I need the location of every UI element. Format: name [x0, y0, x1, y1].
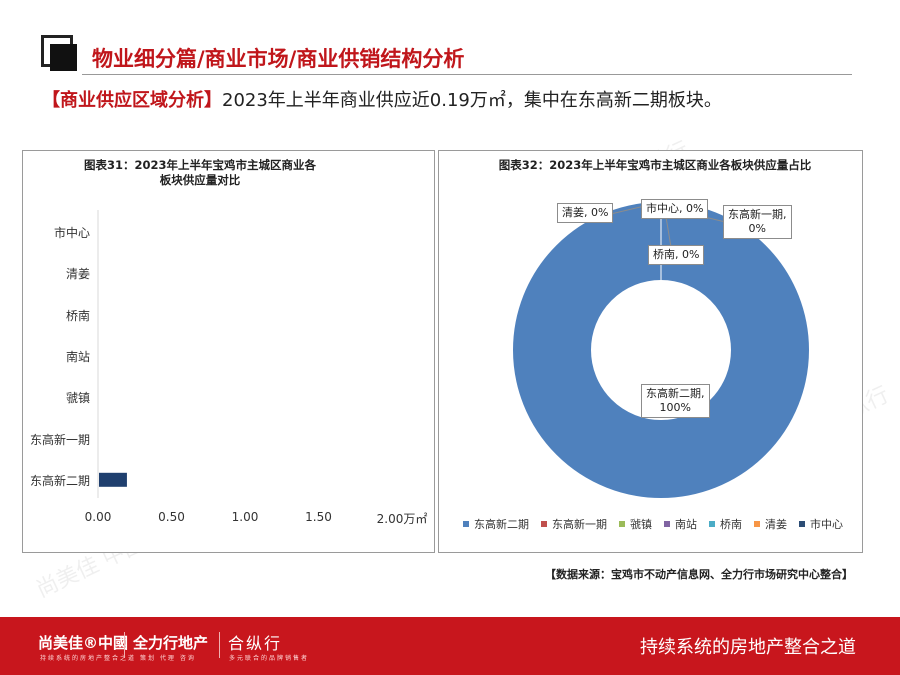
legend-label: 虢镇: [630, 518, 652, 531]
footer-brand-hezongxing: 合纵行: [228, 634, 283, 653]
donut-legend-item: 南站: [664, 516, 697, 532]
footer-brand-shangmeijia-sub: 持续系统的房地产整合之道: [40, 655, 137, 662]
bar-chart-x-tick: 2.00万㎡: [376, 512, 428, 526]
footer-slogan: 持续系统的房地产整合之道: [640, 637, 856, 658]
donut-legend: 东高新二期 东高新一期 虢镇 南站 桥南 清姜 市中心: [463, 516, 843, 532]
bar-chart-y-tick: 市中心: [53, 226, 90, 240]
bar-chart-title: 图表31：2023年上半年宝鸡市主城区商业各板块供应量对比: [83, 158, 316, 187]
legend-swatch: [754, 521, 760, 527]
footer-brand-shangmeijia: 尚美佳®中國: [38, 634, 129, 652]
bar-chart-y-tick: 南站: [65, 349, 90, 364]
bar-chart-y-tick: 桥南: [65, 308, 90, 323]
bar-chart-y-tick: 清姜: [65, 267, 90, 282]
footer-divider: [219, 632, 220, 658]
donut-legend-item: 桥南: [709, 516, 742, 532]
donut-data-label-qingjiang: 清姜, 0%: [557, 203, 614, 223]
donut-legend-item: 东高新一期: [541, 516, 607, 532]
legend-label: 东高新二期: [474, 518, 529, 531]
summary-line: 【商业供应区域分析】2023年上半年商业供应近0.19万㎡，集中在东高新二期板块…: [42, 86, 722, 112]
page-title: 物业细分篇/商业市场/商业供销结构分析: [92, 47, 465, 71]
legend-swatch: [709, 521, 715, 527]
logo-block: [50, 44, 77, 71]
legend-swatch: [799, 521, 805, 527]
legend-swatch: [619, 521, 625, 527]
donut-data-label-dongaoxin2: 东高新二期, 100%: [641, 384, 710, 418]
bar-chart-y-tick: 东高新一期: [29, 432, 90, 447]
donut-legend-item: 虢镇: [619, 516, 652, 532]
bar-chart-x-tick: 1.50: [305, 510, 332, 524]
bar-chart-x-tick: 0.50: [158, 510, 185, 524]
footer-divider: [124, 632, 125, 658]
bar-chart-y-tick: 东高新二期: [29, 473, 90, 488]
legend-label: 清姜: [765, 518, 787, 531]
footer-brand-quanlixing-sub: 策划 代理 咨询: [140, 655, 196, 662]
bar-chart-bar: [99, 472, 127, 487]
data-source-note: 【数据来源：宝鸡市不动产信息网、全力行市场研究中心整合】: [545, 568, 853, 581]
donut-data-label-dongaoxin1: 东高新一期, 0%: [723, 205, 792, 239]
donut-legend-item: 东高新二期: [463, 516, 529, 532]
donut-chart-title: 图表32：2023年上半年宝鸡市主城区商业各板块供应量占比: [498, 158, 812, 172]
donut-legend-item: 清姜: [754, 516, 787, 532]
bar-chart-x-tick: 1.00: [231, 510, 259, 524]
bar-chart-panel: [22, 150, 435, 553]
legend-swatch: [541, 521, 547, 527]
legend-label: 南站: [675, 518, 697, 531]
bar-chart: [97, 210, 127, 498]
bar-chart-y-tick: 虢镇: [65, 391, 90, 406]
legend-swatch: [664, 521, 670, 527]
donut-legend-item: 市中心: [799, 516, 843, 532]
legend-label: 桥南: [720, 518, 742, 531]
header-divider: [82, 74, 852, 75]
summary-text: 2023年上半年商业供应近0.19万㎡，集中在东高新二期板块。: [222, 90, 722, 111]
footer-brand-hezongxing-sub: 多元联合的品牌销售者: [229, 655, 310, 662]
summary-tag: 【商业供应区域分析】: [42, 90, 222, 111]
donut-data-label-qiaonan: 桥南, 0%: [648, 245, 705, 265]
footer-brand-quanlixing: 全力行地产: [133, 634, 209, 652]
legend-label: 东高新一期: [552, 518, 607, 531]
legend-label: 市中心: [810, 518, 843, 531]
bar-chart-x-tick: 0.00: [84, 510, 112, 524]
legend-swatch: [463, 521, 469, 527]
donut-data-label-shizhongxin: 市中心, 0%: [641, 199, 709, 219]
footer-bar: [0, 617, 900, 675]
